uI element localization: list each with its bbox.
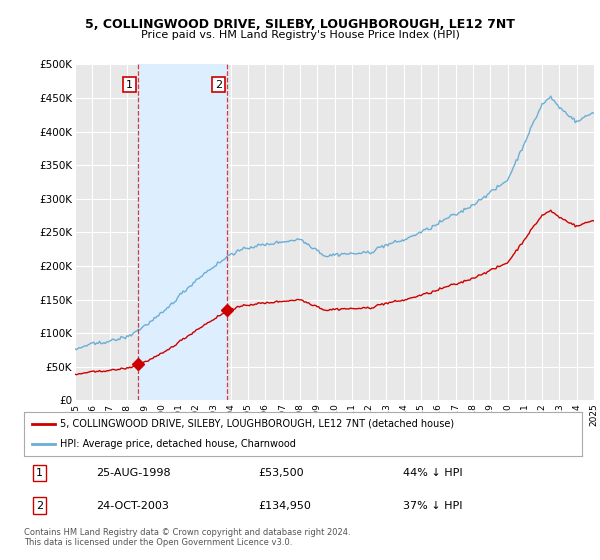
Bar [138,64,227,400]
Text: 37% ↓ HPI: 37% ↓ HPI [403,501,463,511]
Text: Price paid vs. HM Land Registry's House Price Index (HPI): Price paid vs. HM Land Registry's House … [140,30,460,40]
Text: 24-OCT-2003: 24-OCT-2003 [97,501,169,511]
Text: £134,950: £134,950 [259,501,311,511]
Text: 2: 2 [215,80,223,90]
Text: 1: 1 [36,468,43,478]
Text: 5, COLLINGWOOD DRIVE, SILEBY, LOUGHBOROUGH, LE12 7NT (detached house): 5, COLLINGWOOD DRIVE, SILEBY, LOUGHBOROU… [60,419,454,429]
Text: 44% ↓ HPI: 44% ↓ HPI [403,468,463,478]
Text: HPI: Average price, detached house, Charnwood: HPI: Average price, detached house, Char… [60,439,296,449]
Text: 1: 1 [126,80,133,90]
Text: 25-AUG-1998: 25-AUG-1998 [97,468,171,478]
Text: Contains HM Land Registry data © Crown copyright and database right 2024.
This d: Contains HM Land Registry data © Crown c… [24,528,350,547]
Text: 5, COLLINGWOOD DRIVE, SILEBY, LOUGHBOROUGH, LE12 7NT: 5, COLLINGWOOD DRIVE, SILEBY, LOUGHBOROU… [85,17,515,31]
Text: 2: 2 [36,501,43,511]
Text: £53,500: £53,500 [259,468,304,478]
